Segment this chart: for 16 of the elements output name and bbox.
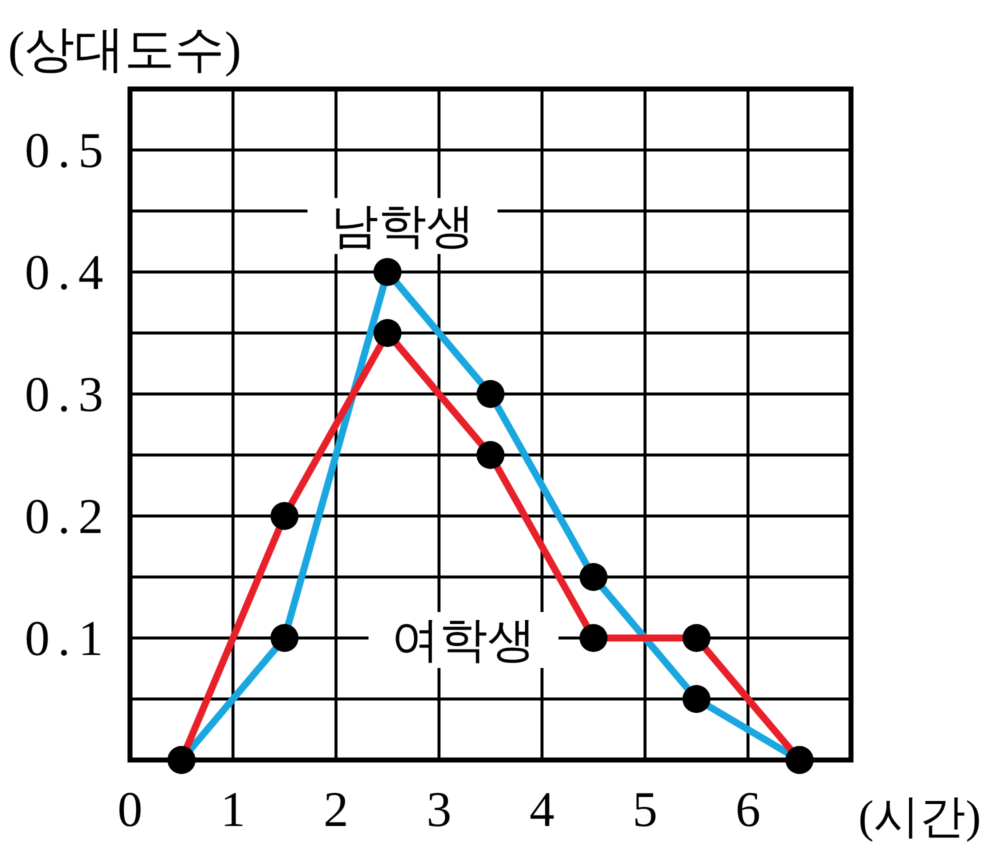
series-label: 남학생: [330, 200, 474, 253]
x-axis-title: (시간): [858, 791, 981, 842]
y-axis-title: (상대도수): [8, 21, 242, 77]
x-tick-label: 6: [736, 781, 760, 837]
x-tick-label: 4: [530, 781, 554, 837]
x-tick-label: 2: [324, 781, 348, 837]
x-tick-label: 0: [118, 781, 142, 837]
x-tick-label: 1: [220, 781, 246, 837]
y-tick-label: 0.1: [24, 610, 112, 666]
x-tick-label: 3: [426, 781, 452, 837]
series-label: 여학생: [392, 614, 536, 667]
y-tick-label: 0.5: [24, 122, 112, 178]
y-tick-label: 0.3: [24, 366, 112, 422]
y-tick-label: 0.2: [24, 488, 112, 544]
x-tick-label: 5: [632, 781, 658, 837]
y-tick-label: 0.4: [24, 244, 112, 300]
